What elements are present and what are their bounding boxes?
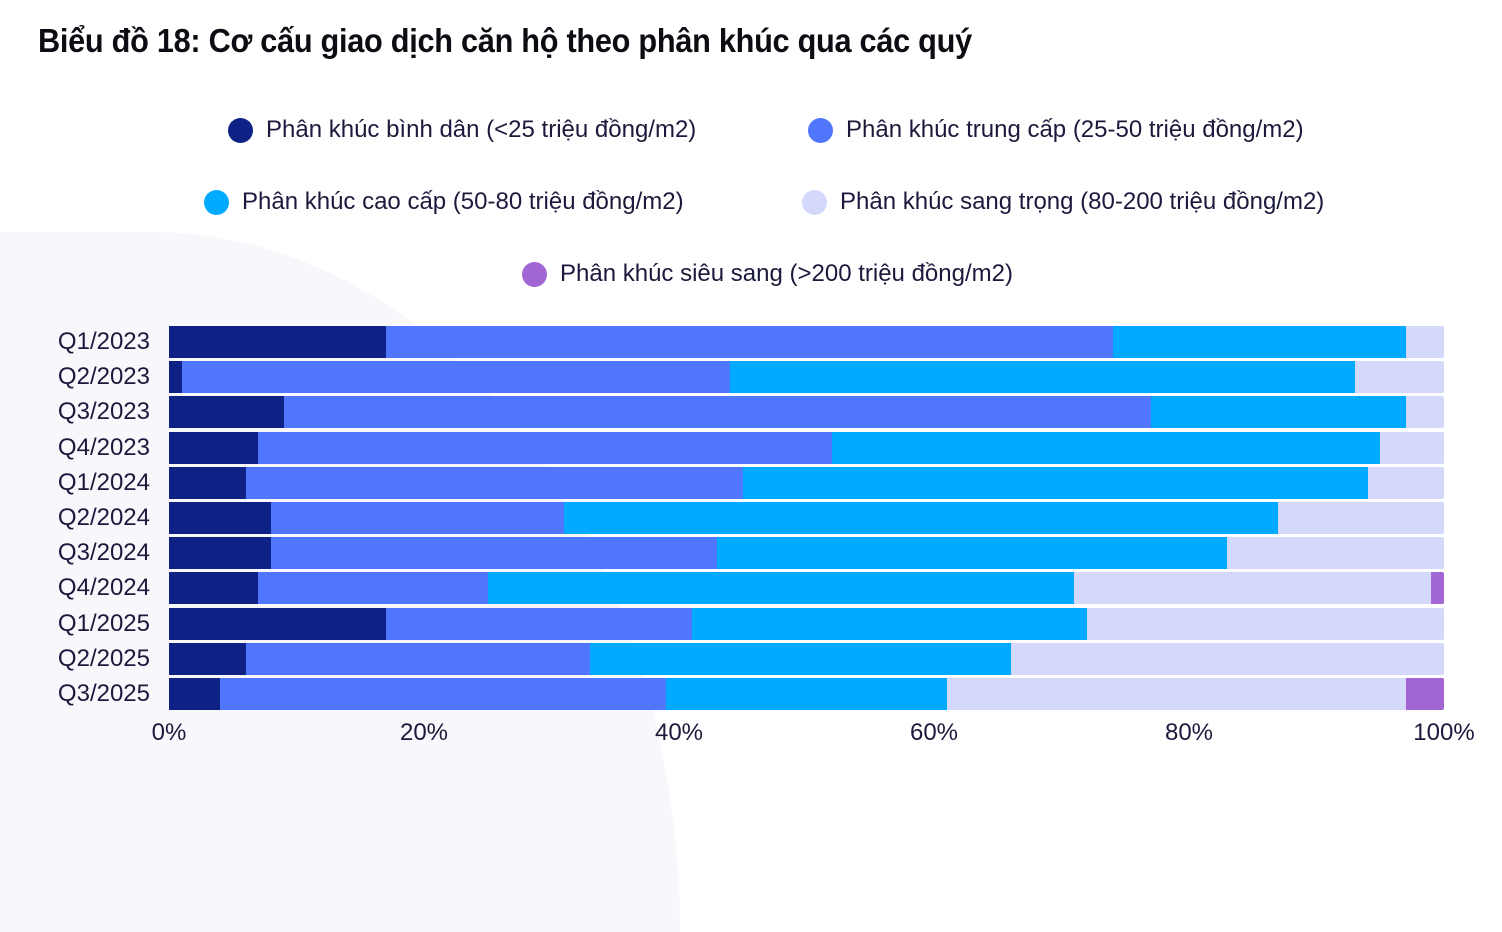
- bar-segment: [385, 607, 692, 640]
- bar-segment: [245, 642, 590, 675]
- bar-segment: [1227, 537, 1444, 570]
- stacked-bar: [169, 466, 1444, 499]
- stacked-bar: [169, 642, 1444, 675]
- stacked-bar-chart: Q1/2023 Q2/2023 Q3/2023 Q4/2023 Q1/2024 Q2/20…: [57, 326, 1475, 746]
- category-label: Q1/2024: [57, 468, 150, 496]
- legend-dot-icon: [802, 189, 827, 215]
- bar-segment: [1405, 396, 1444, 429]
- legend-item-sieu-sang: Phân khúc siêu sang (>200 triệu đồng/m2): [522, 260, 1013, 288]
- category-label: Q3/2024: [57, 539, 150, 567]
- bar-segment: [245, 466, 743, 499]
- stacked-bar: [169, 537, 1444, 570]
- x-tick-label: 0%: [151, 719, 187, 746]
- bar-segment: [283, 396, 1151, 429]
- category-label: Q3/2023: [57, 398, 150, 426]
- legend-item-trung-cap: Phân khúc trung cấp (25-50 triệu đồng/m2…: [808, 116, 1304, 144]
- bar-segment: [1010, 642, 1444, 675]
- bar-segment: [1112, 326, 1406, 358]
- chart-title: Biểu đồ 18: Cơ cấu giao dịch căn hộ theo…: [38, 22, 972, 59]
- stacked-bar: [169, 678, 1444, 710]
- category-label: Q2/2024: [57, 504, 150, 531]
- bar-segment: [1405, 326, 1444, 358]
- legend-dot-icon: [204, 189, 229, 215]
- x-tick-label: 60%: [909, 719, 959, 746]
- legend-item-sang-trong: Phân khúc sang trọng (80-200 triệu đồng/…: [802, 188, 1324, 216]
- bar-segment: [1278, 502, 1444, 534]
- bar-segment: [1405, 678, 1444, 710]
- legend-label: Phân khúc cao cấp (50-80 triệu đồng/m2): [242, 188, 684, 215]
- bar-segment: [169, 678, 220, 710]
- stacked-bar: [169, 396, 1444, 429]
- legend-dot-icon: [808, 117, 833, 143]
- bar-segment: [181, 361, 730, 394]
- bar-segment: [742, 466, 1368, 499]
- bar-segment: [717, 537, 1228, 570]
- legend-label: Phân khúc siêu sang (>200 triệu đồng/m2): [560, 260, 1013, 287]
- legend-item-cao-cap: Phân khúc cao cấp (50-80 triệu đồng/m2): [204, 188, 684, 216]
- legend-item-binh-dan: Phân khúc bình dân (<25 triệu đồng/m2): [228, 116, 696, 144]
- bar-segment: [169, 572, 259, 605]
- stacked-bar: [169, 431, 1444, 464]
- bar-segment: [730, 361, 1355, 394]
- bar-segment: [589, 642, 1011, 675]
- x-tick-label: 100%: [1413, 719, 1475, 746]
- bar-segment: [1087, 607, 1444, 640]
- bar-segment: [169, 607, 386, 640]
- bar-segment: [220, 678, 667, 710]
- bar-segment: [1150, 396, 1406, 429]
- x-tick-label: 20%: [399, 719, 449, 746]
- bar-segment: [1354, 361, 1444, 394]
- bar-segment: [169, 466, 246, 499]
- category-label: Q2/2023: [57, 363, 150, 391]
- category-label: Q1/2025: [57, 609, 150, 637]
- bar-segment: [946, 678, 1406, 710]
- bar-segment: [564, 502, 1279, 534]
- bar-segment: [271, 502, 565, 534]
- stacked-bar: [169, 361, 1444, 394]
- bar-segment: [666, 678, 947, 710]
- bar-segment: [1380, 431, 1444, 464]
- bar-segment: [691, 607, 1087, 640]
- legend-label: Phân khúc sang trọng (80-200 triệu đồng/…: [840, 188, 1325, 215]
- category-label: Q2/2025: [57, 644, 150, 672]
- bar-segment: [385, 326, 1113, 358]
- bar-segment: [1431, 572, 1444, 605]
- stacked-bar: [169, 572, 1444, 605]
- bar-segment: [258, 572, 488, 605]
- bar-segment: [169, 326, 386, 358]
- stacked-bar: [169, 607, 1444, 640]
- legend-label: Phân khúc bình dân (<25 triệu đồng/m2): [266, 116, 697, 143]
- bar-segment: [1367, 466, 1444, 499]
- stacked-bar: [169, 502, 1444, 534]
- category-label: Q4/2023: [57, 433, 150, 461]
- category-label: Q3/2025: [57, 680, 150, 707]
- stacked-bar: [169, 326, 1444, 358]
- bar-segment: [169, 396, 284, 429]
- category-label: Q4/2024: [57, 574, 150, 602]
- bar-segment: [487, 572, 1075, 605]
- bar-segment: [1074, 572, 1432, 605]
- bar-segment: [169, 361, 182, 394]
- x-tick-label: 40%: [654, 719, 704, 746]
- legend-dot-icon: [522, 261, 547, 287]
- bar-segment: [169, 502, 271, 534]
- x-tick-label: 80%: [1164, 719, 1214, 746]
- bar-segment: [832, 431, 1381, 464]
- legend-dot-icon: [228, 117, 253, 143]
- bar-segment: [169, 431, 259, 464]
- bar-segment: [271, 537, 718, 570]
- bar-segment: [169, 537, 271, 570]
- category-label: Q1/2023: [57, 328, 150, 355]
- bar-segment: [258, 431, 832, 464]
- bar-segment: [169, 642, 246, 675]
- legend-label: Phân khúc trung cấp (25-50 triệu đồng/m2…: [846, 116, 1304, 143]
